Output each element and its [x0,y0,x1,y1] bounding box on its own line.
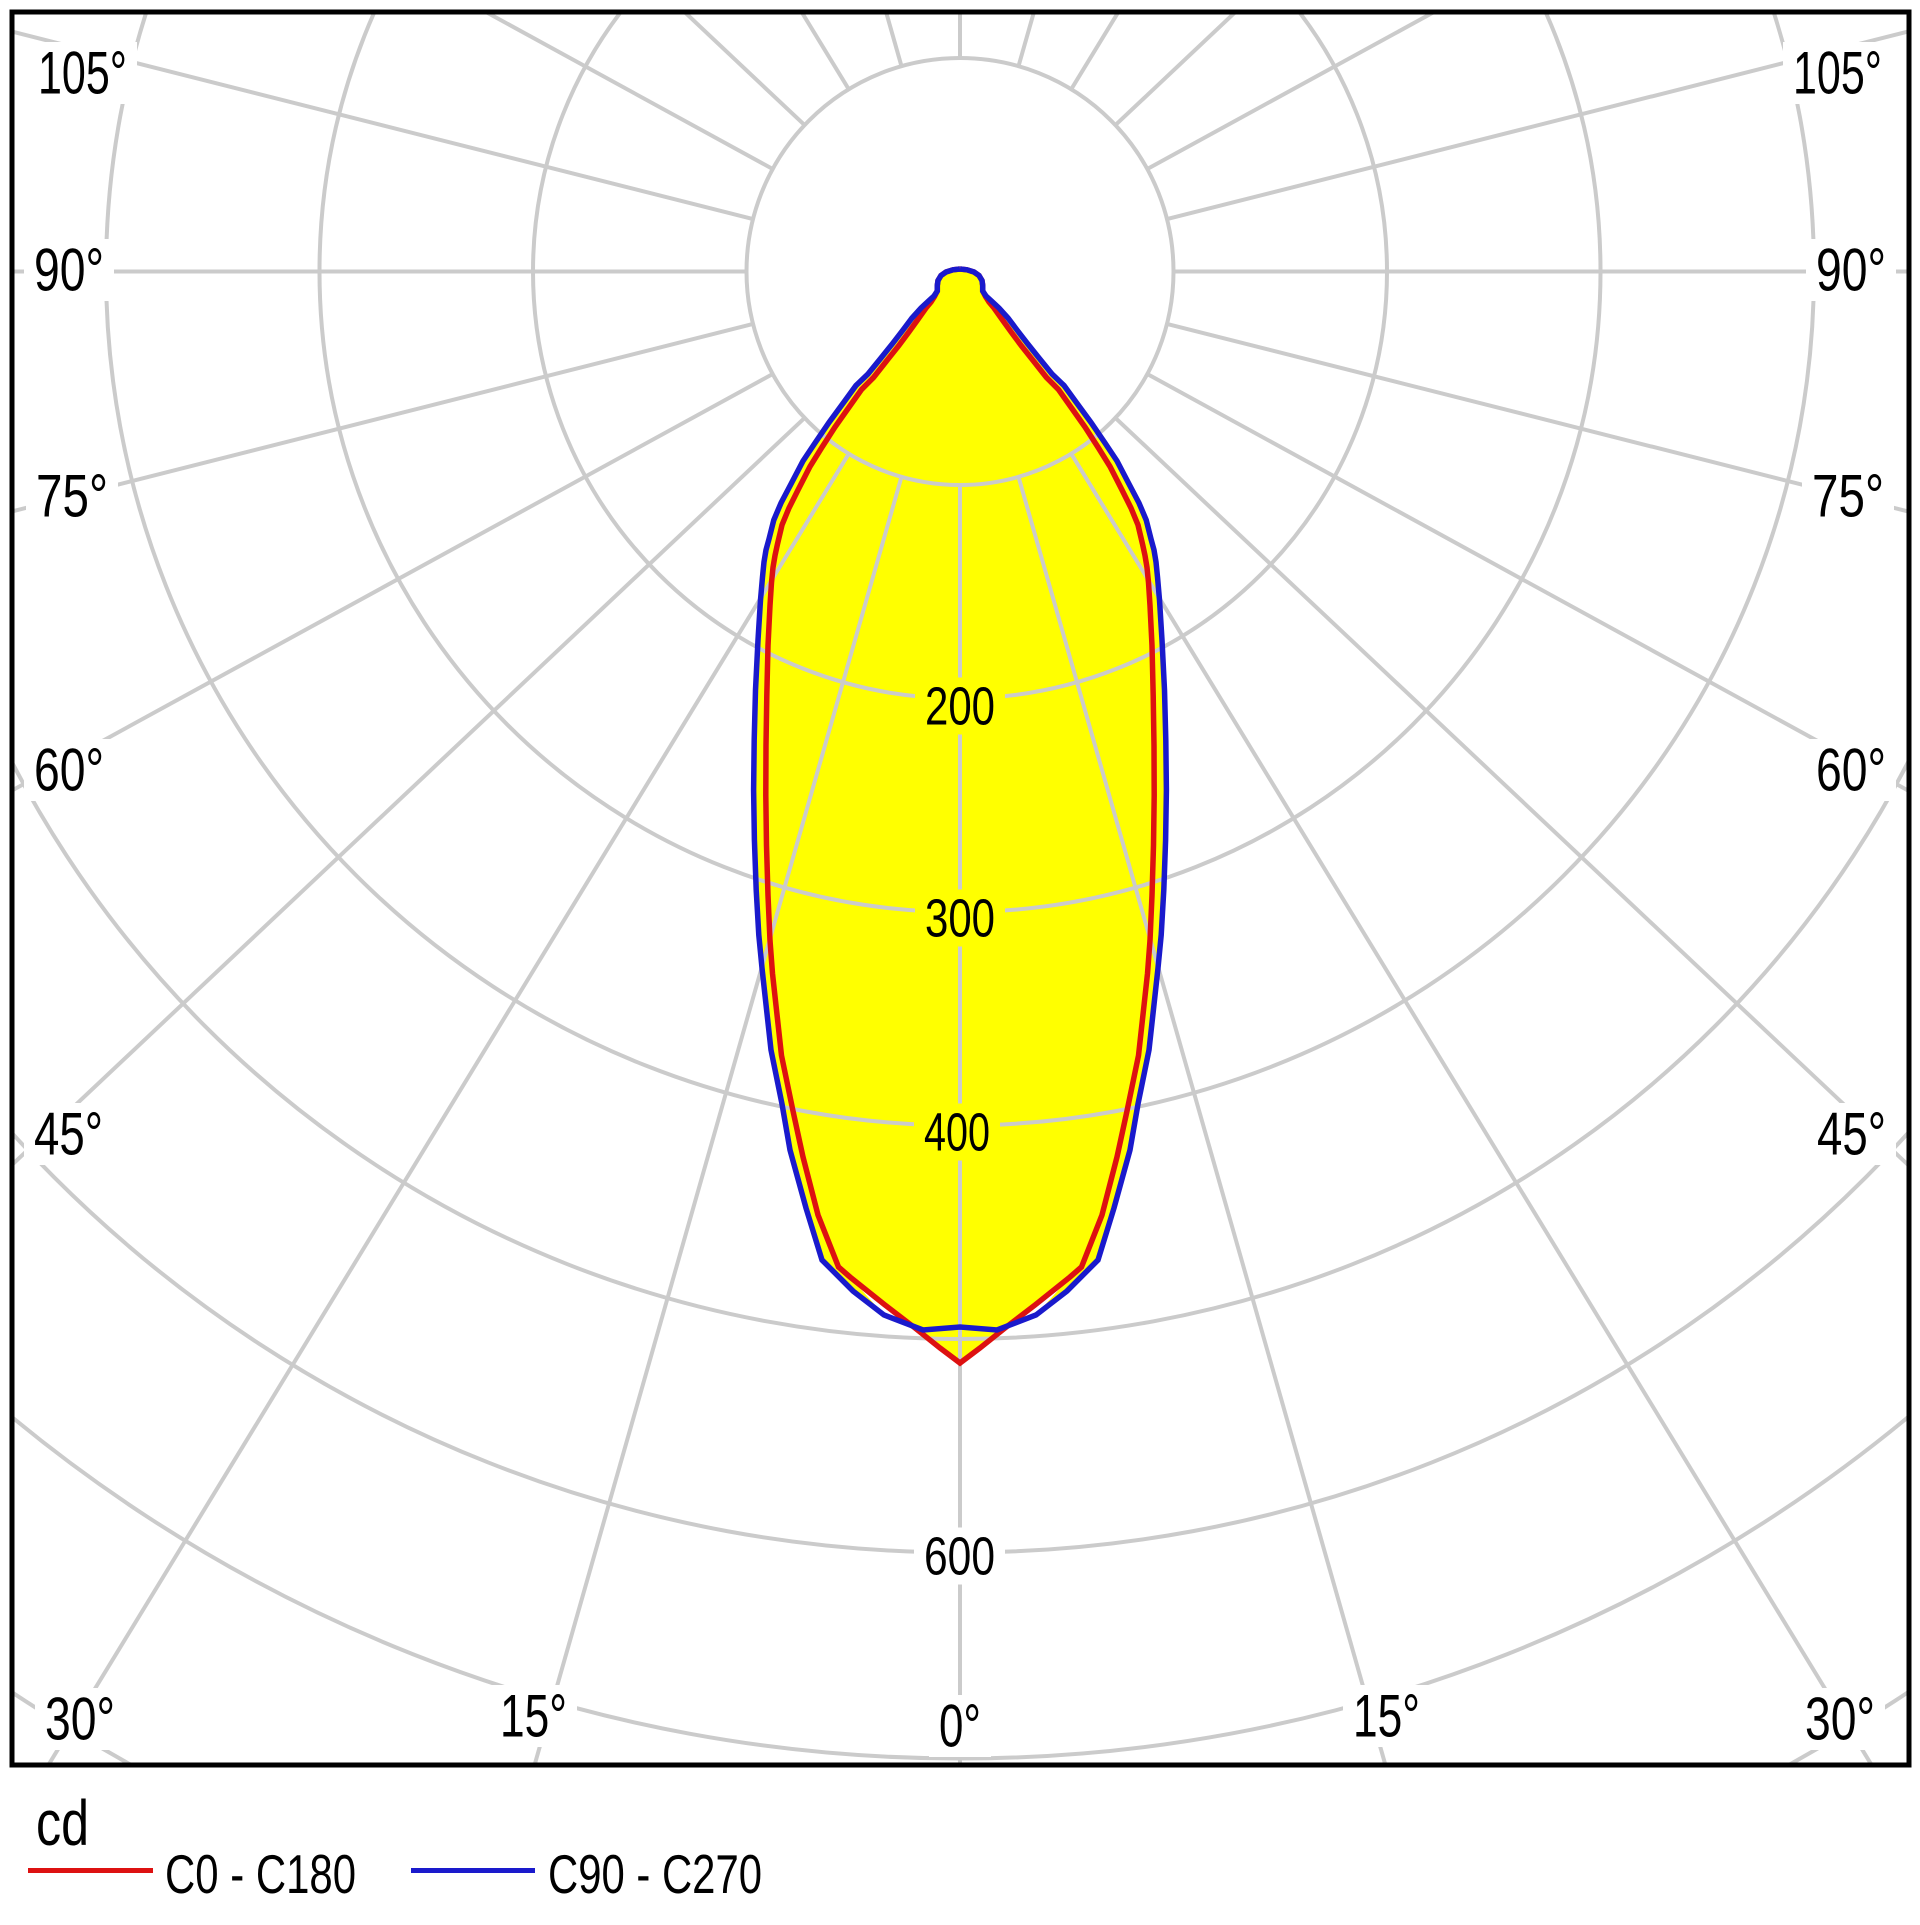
svg-text:400: 400 [924,1103,990,1163]
svg-text:C90 - C270: C90 - C270 [548,1843,762,1905]
svg-text:C0 - C180: C0 - C180 [165,1843,356,1905]
svg-text:90°: 90° [1816,237,1886,304]
svg-text:75°: 75° [36,463,108,530]
svg-text:15°: 15° [500,1683,567,1750]
svg-text:60°: 60° [1816,737,1886,804]
svg-text:105°: 105° [1793,40,1882,107]
svg-text:300: 300 [925,889,995,949]
svg-text:45°: 45° [34,1101,103,1168]
svg-text:200: 200 [925,677,995,737]
svg-text:cd: cd [36,1787,89,1859]
svg-text:30°: 30° [1805,1686,1875,1753]
svg-text:45°: 45° [1817,1101,1886,1168]
svg-text:15°: 15° [1353,1683,1420,1750]
svg-text:0°: 0° [939,1693,981,1760]
svg-text:60°: 60° [34,737,104,804]
svg-text:30°: 30° [45,1686,115,1753]
svg-text:105°: 105° [38,40,127,107]
svg-text:600: 600 [924,1527,995,1587]
svg-text:75°: 75° [1812,463,1884,530]
svg-text:90°: 90° [34,237,104,304]
